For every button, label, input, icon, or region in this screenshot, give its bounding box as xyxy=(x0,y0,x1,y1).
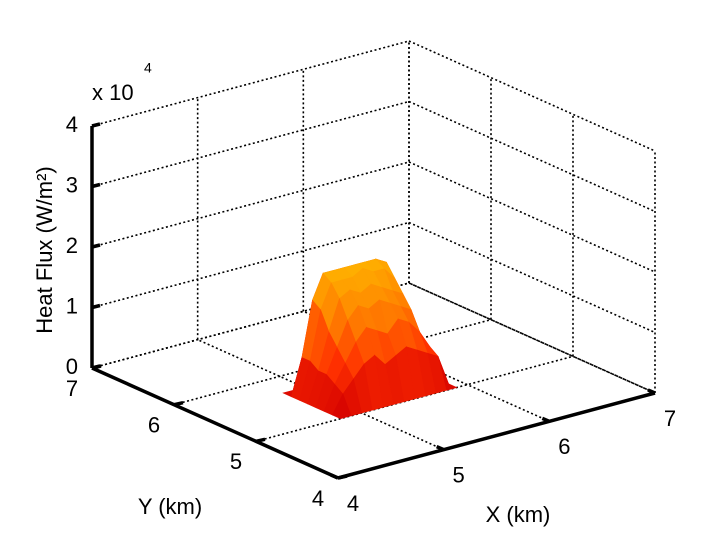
x-tick-label: 5 xyxy=(453,462,465,487)
grid-line xyxy=(91,161,410,248)
y-tick-label: 6 xyxy=(148,412,160,437)
surface xyxy=(282,258,458,419)
grid-line xyxy=(408,100,656,213)
z-tick xyxy=(91,182,101,189)
z-tick-label: 3 xyxy=(66,172,78,197)
z-multiplier: x 10 xyxy=(92,80,134,105)
grid-line xyxy=(91,100,410,188)
y-tick-label: 7 xyxy=(66,376,78,401)
z-tick-label: 4 xyxy=(66,112,78,137)
z-tick xyxy=(91,122,101,128)
y-axis-label: Y (km) xyxy=(138,494,202,519)
grid-line xyxy=(408,40,656,152)
grid-line xyxy=(91,40,410,127)
x-tick xyxy=(647,388,656,395)
grid-line xyxy=(173,318,492,406)
z-tick xyxy=(91,303,101,310)
z-tick-label: 1 xyxy=(66,293,78,318)
x-axis-label: X (km) xyxy=(486,502,551,527)
grid-line xyxy=(91,221,410,309)
x-tick-label: 4 xyxy=(347,491,359,516)
grid-line xyxy=(408,161,656,273)
z-tick xyxy=(91,243,101,249)
grid-line xyxy=(255,355,574,443)
x-tick-label: 7 xyxy=(664,406,676,431)
surface-patch xyxy=(331,393,352,419)
z-tick-label: 0 xyxy=(66,354,78,379)
y-tick-label: 4 xyxy=(312,486,324,511)
z-axis-label: Heat Flux (W/m²) xyxy=(32,166,57,333)
z-tick-label: 2 xyxy=(66,233,78,258)
grid-line xyxy=(91,282,410,369)
x-tick xyxy=(435,445,445,452)
y-tick xyxy=(173,400,184,407)
x-tick xyxy=(541,416,551,423)
y-tick xyxy=(255,437,266,444)
x-tick xyxy=(330,473,339,480)
grid-line xyxy=(408,221,656,334)
y-axis xyxy=(91,366,339,480)
x-axis xyxy=(337,391,656,480)
y-tick xyxy=(337,474,348,480)
z-multiplier-exponent: 4 xyxy=(144,60,152,76)
z-tick xyxy=(91,364,101,370)
x-tick-label: 6 xyxy=(558,434,570,459)
y-tick-label: 5 xyxy=(230,449,242,474)
